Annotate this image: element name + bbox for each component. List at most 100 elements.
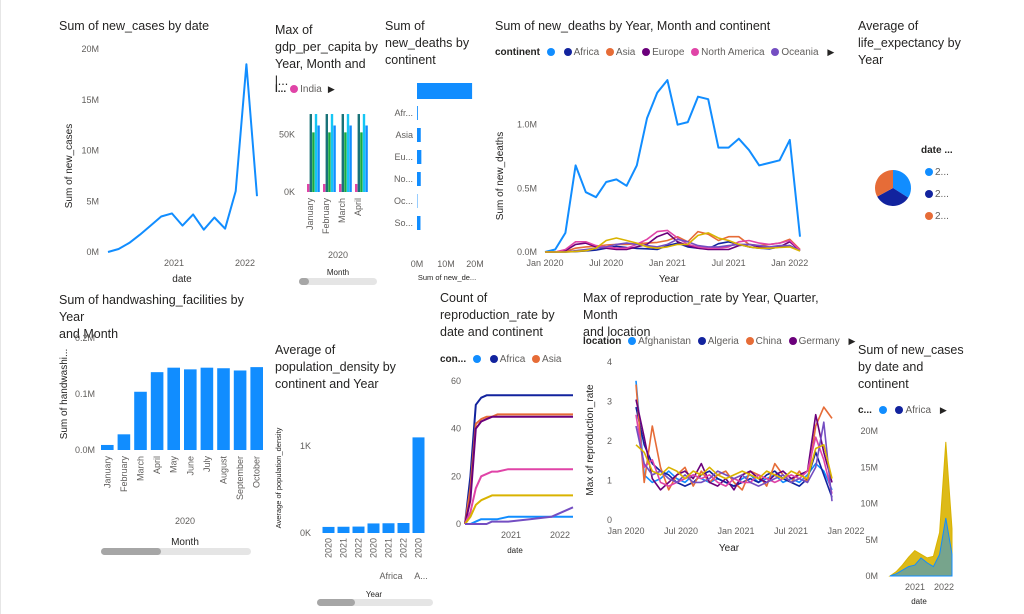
legend-next-arrow[interactable]: ▶ [827, 47, 835, 57]
bar [339, 183, 342, 192]
series-line [635, 421, 833, 502]
chart-title: Average of population_density by contine… [275, 343, 396, 391]
legend-next-arrow[interactable]: ▶ [939, 405, 947, 415]
horizontal-scrollbar[interactable] [317, 599, 433, 606]
x-axis-title: date [911, 597, 927, 606]
chart-gdp-per-capita[interactable]: Max of gdp_per_capita by Year, Month and… [271, 16, 381, 291]
bar [250, 367, 263, 450]
x-axis-title: date [172, 274, 192, 285]
chart-legend: con... Africa Asia [440, 354, 561, 365]
horizontal-scrollbar[interactable] [299, 278, 377, 285]
x-tick-label: 2020 [414, 538, 424, 558]
y-tick-label: 4 [607, 357, 612, 367]
y-tick-label: 20M [81, 44, 99, 54]
x-tick-label: October [252, 456, 262, 488]
legend-item: Europe [652, 47, 685, 58]
legend-next-arrow[interactable]: ▶ [848, 336, 856, 346]
y-tick-label: Asia [395, 130, 413, 140]
series-line [635, 444, 833, 480]
x-tick-label: March [136, 456, 146, 481]
y-tick-label: 40 [451, 424, 461, 434]
x-tick-label: Jul 2021 [774, 526, 808, 536]
x-tick-label: April [353, 198, 363, 216]
chart-title: Count of reproduction_rate by date and c… [440, 291, 555, 339]
bar [412, 437, 425, 533]
chart-title: Sum of new_cases by date and continent [858, 343, 964, 391]
x-tick-label: Jan 2021 [717, 526, 754, 536]
legend-next-arrow[interactable]: ▶ [327, 84, 335, 94]
x-tick-label: January [305, 198, 315, 231]
x-tick-label: Jan 2020 [526, 258, 563, 268]
pie-slice [875, 170, 893, 197]
bar [341, 114, 344, 192]
y-tick-label: 60 [451, 376, 461, 386]
bar [328, 132, 331, 192]
legend-marker [925, 168, 933, 176]
y-tick-label: 0M [86, 247, 99, 257]
chart-title: Sum of handwashing_facilities by Year an… [59, 293, 244, 341]
x-tick-label: 2021 [905, 582, 925, 592]
chart-population-density[interactable]: Average of population_density by contine… [273, 340, 438, 610]
bar [167, 367, 180, 450]
horizontal-scrollbar[interactable] [101, 548, 251, 555]
bar [330, 114, 334, 192]
chart-svg: Afr... Asia Eu... No... Oc... So... 0M 10M 20M Su… [394, 83, 484, 282]
y-tick-label: 15M [81, 95, 99, 105]
chart-max-reproduction-rate[interactable]: Max of reproduction_rate by Year, Quarte… [581, 290, 865, 565]
x-tick-label: 2021 [164, 258, 184, 268]
chart-title: Sum of new_cases by date [59, 19, 210, 33]
x-tick-label: 10M [437, 259, 455, 269]
legend-title: location [583, 336, 622, 347]
scrollbar-thumb[interactable] [299, 278, 309, 285]
x-tick-label: Jan 2020 [607, 526, 644, 536]
legend-marker [925, 190, 933, 198]
x-tick-label: Jul 2021 [712, 258, 746, 268]
x-tick-label: April [152, 456, 162, 474]
x-group-label: 2020 [328, 250, 348, 260]
chart-svg: 0.0M 0.5M 1.0M Sum of new_deaths Jan 2020 Jul… [495, 79, 808, 285]
scrollbar-thumb[interactable] [317, 599, 355, 606]
chart-title: Max of gdp_per_capita by Year, Month and… [275, 23, 378, 88]
series-line [545, 229, 801, 253]
y-tick-label: Oc... [394, 196, 413, 206]
legend-marker [628, 337, 637, 345]
series-line [464, 468, 573, 525]
chart-new-cases-by-continent[interactable]: Sum of new_cases by date and continent c… [856, 340, 1016, 610]
scrollbar-thumb[interactable] [101, 548, 161, 555]
x-axis-title: Sum of new_de... [418, 273, 476, 282]
chart-count-reproduction-rate[interactable]: Count of reproduction_rate by date and c… [438, 290, 578, 565]
x-tick-label: September [235, 456, 245, 500]
chart-new-deaths-by-continent-time[interactable]: Sum of new_deaths by Year, Month and con… [491, 16, 834, 291]
bar [307, 183, 310, 192]
x-axis-title: Month [171, 537, 199, 548]
chart-handwashing-facilities[interactable]: Sum of handwashing_facilities by Year an… [57, 290, 272, 560]
bar [382, 523, 395, 533]
x-tick-label: 2022 [550, 530, 570, 540]
legend-item: Asia [542, 354, 562, 365]
chart-svg: 0K 50K January February March April 2020 Month [279, 114, 368, 277]
x-tick-label: February [119, 456, 129, 493]
bar [417, 83, 473, 99]
x-group-label: 2020 [175, 516, 195, 526]
legend-title: c... [858, 405, 872, 416]
legend-item: Algeria [707, 336, 739, 347]
chart-new-deaths-by-continent[interactable]: Sum of new_deaths by continent Afr... Asi… [381, 16, 491, 291]
series-line [465, 506, 574, 525]
bar [117, 434, 131, 450]
legend-title: continent [495, 47, 540, 58]
legend-item: 2... [935, 167, 949, 178]
chart-legend: location Afghanistan Algeria China Germa… [583, 336, 855, 347]
chart-legend: date ... 2... 2... 2... [921, 140, 953, 228]
bar [333, 125, 336, 192]
x-tick-label: Jan 2021 [649, 258, 686, 268]
chart-new-cases-by-date[interactable]: Sum of new_cases by date 0M 5M 10M 15M 20M Su… [57, 16, 267, 286]
y-axis-title: Sum of handwashi... [59, 349, 70, 440]
chart-title: Sum of new_deaths by continent [385, 19, 470, 67]
bar [349, 125, 352, 192]
legend-marker [697, 337, 706, 345]
legend-marker [532, 355, 541, 363]
legend-marker [642, 48, 651, 56]
series-line [545, 232, 801, 253]
chart-life-expectancy-by-year[interactable]: Average of life_expectancy by Year date … [856, 16, 1016, 236]
